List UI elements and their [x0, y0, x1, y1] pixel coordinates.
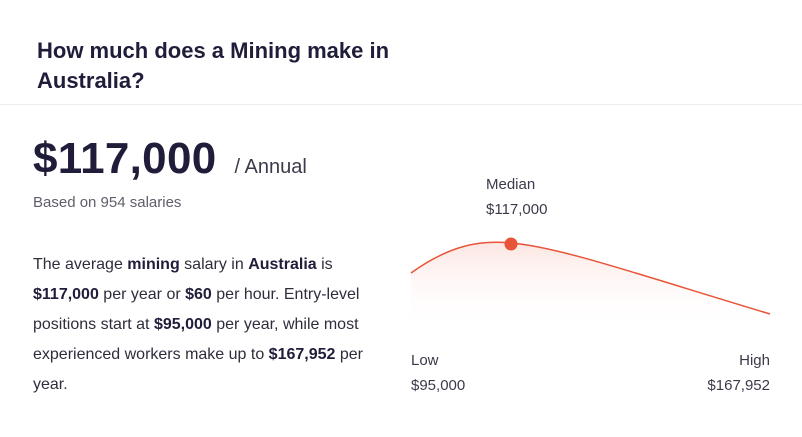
median-marker [504, 237, 518, 251]
salary-count: Based on 954 salaries [33, 194, 182, 211]
desc-location: Australia [248, 256, 317, 273]
desc-text: The average [33, 256, 128, 273]
salary-summary: $117,000 / Annual [33, 134, 307, 184]
median-label: Median [486, 176, 536, 193]
desc-experienced: $167,952 [268, 346, 336, 363]
median-value: $117,000 [486, 201, 548, 218]
salary-period: / Annual [234, 156, 307, 178]
desc-text: per hour. Entry-level positions start at [33, 286, 360, 333]
distribution-curve [410, 241, 771, 315]
desc-text: per year, while most experienced workers… [33, 316, 359, 363]
desc-text: is [316, 256, 333, 273]
low-label: Low [411, 352, 439, 369]
low-value: $95,000 [411, 377, 466, 394]
salary-description: The average mining salary in Australia i… [33, 250, 395, 400]
high-value: $167,952 [707, 377, 770, 394]
desc-job: mining [127, 256, 180, 273]
desc-text: salary in [179, 256, 249, 273]
salary-amount: $117,000 [33, 134, 217, 183]
desc-entry: $95,000 [153, 316, 212, 333]
page-title: How much does a Mining make in Australia… [37, 38, 390, 93]
desc-hourly: $60 [185, 286, 212, 303]
desc-text: per year or [98, 286, 186, 303]
desc-annual: $117,000 [33, 286, 99, 303]
desc-text: per year. [33, 346, 363, 393]
card-header: How much does a Mining make in Australia… [0, 0, 802, 105]
high-label: High [739, 352, 770, 369]
distribution-area [411, 242, 770, 330]
